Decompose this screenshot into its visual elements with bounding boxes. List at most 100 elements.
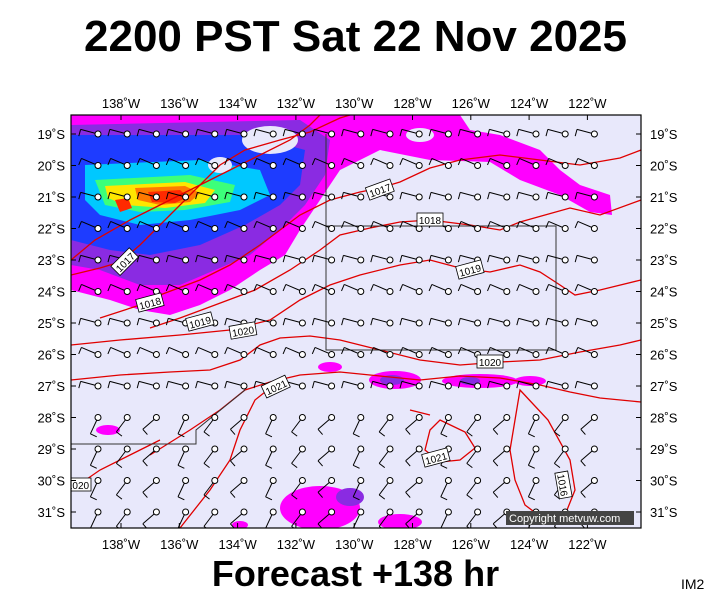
wind-barb (89, 477, 102, 501)
wind-barb (399, 347, 423, 358)
map-axes: 138˚W 138˚W 136˚W 136˚W 134˚W 134˚W 132˚W 132˚W… (38, 96, 678, 552)
wind-barb (457, 284, 482, 295)
lon-label-top: 134˚W (218, 96, 257, 111)
station-circle (123, 445, 131, 453)
station-circle (152, 225, 160, 232)
wind-barb (282, 254, 306, 264)
station-circle (561, 445, 569, 453)
wind-barbs (78, 128, 598, 528)
station-circle (386, 256, 394, 264)
wind-barb (580, 445, 598, 467)
wind-barb (370, 158, 394, 169)
wind-barb (142, 477, 160, 498)
station-circle (561, 351, 569, 358)
wind-barb (107, 158, 131, 169)
wind-barb (487, 221, 511, 232)
wind-barb (282, 191, 306, 201)
wind-barb (142, 414, 160, 435)
station-circle (182, 193, 190, 201)
wind-barb (177, 414, 190, 438)
wind-barb (574, 128, 598, 138)
rain-region-red (115, 190, 188, 212)
station-circle (240, 477, 248, 484)
wind-barb (545, 128, 569, 138)
station-circle (240, 162, 248, 169)
station-circle (328, 477, 336, 484)
station-circle (386, 414, 394, 421)
station-circle (94, 288, 102, 295)
rain-cell (318, 362, 342, 372)
station-circle (357, 225, 365, 232)
station-circle (590, 130, 598, 138)
station-circle (94, 351, 102, 358)
station-circle (561, 130, 569, 138)
station-circle (503, 319, 511, 327)
station-circle (532, 351, 540, 358)
wind-barb (107, 380, 131, 390)
station-circle (561, 225, 569, 232)
station-circle (474, 225, 482, 232)
wind-barb (107, 317, 131, 327)
station-circle (474, 193, 482, 201)
station-circle (152, 445, 160, 453)
station-circle (474, 414, 482, 421)
wind-barb (78, 380, 102, 390)
wind-barb (516, 221, 540, 232)
station-circle (415, 193, 423, 201)
wind-barb (265, 508, 277, 528)
station-circle (590, 225, 598, 232)
wind-barb (253, 284, 277, 295)
wind-barb (399, 317, 423, 327)
page-title: 2200 PST Sat 22 Nov 2025 (84, 12, 627, 61)
lon-label-top: 136˚W (160, 96, 199, 111)
wind-barb (378, 445, 394, 468)
wind-barb (428, 254, 452, 264)
wind-barb (378, 414, 394, 437)
lon-label-top: 126˚W (452, 96, 491, 111)
lat-label-right: 30˚S (650, 474, 678, 489)
station-circle (94, 130, 102, 138)
lon-label-bottom: 138˚W (102, 537, 141, 552)
station-circle (298, 382, 306, 390)
lon-label-top: 128˚W (393, 96, 432, 111)
wind-barb (516, 284, 540, 295)
station-circle (94, 382, 102, 390)
image-code: IM2 (681, 576, 705, 592)
wind-barb (253, 317, 277, 327)
isobar-label: 1018 (416, 212, 444, 227)
station-circle (269, 508, 277, 516)
lat-label-left: 20˚S (38, 159, 66, 174)
station-circle (182, 382, 190, 390)
station-circle (503, 288, 511, 295)
station-circle (444, 225, 452, 232)
station-circle (386, 193, 394, 201)
station-circle (386, 319, 394, 327)
wind-barb (107, 347, 131, 358)
isobar-value: 1020 (231, 325, 255, 340)
station-circle (561, 193, 569, 201)
station-circle (386, 130, 394, 138)
rain-cell (336, 488, 364, 506)
station-circle (269, 351, 277, 358)
wind-barb (311, 158, 336, 169)
station-circle (328, 445, 336, 453)
wind-barb (399, 191, 423, 201)
wind-barb (341, 284, 365, 295)
station-circle (561, 288, 569, 295)
wind-barb (574, 191, 598, 201)
lon-label-bottom: 132˚W (277, 537, 316, 552)
station-circle (328, 382, 336, 390)
wind-barb (378, 508, 394, 528)
station-circle (474, 445, 482, 453)
wind-barb (78, 128, 102, 138)
wind-barb (341, 254, 365, 264)
wind-barb (487, 284, 511, 295)
station-circle (328, 508, 336, 516)
wind-barb (224, 380, 248, 390)
wind-barb (89, 414, 102, 438)
isobar-line (149, 199, 641, 329)
station-circle (444, 382, 452, 390)
wind-barb (466, 508, 482, 528)
wind-barb (177, 477, 190, 501)
lat-label-right: 26˚S (650, 348, 678, 363)
